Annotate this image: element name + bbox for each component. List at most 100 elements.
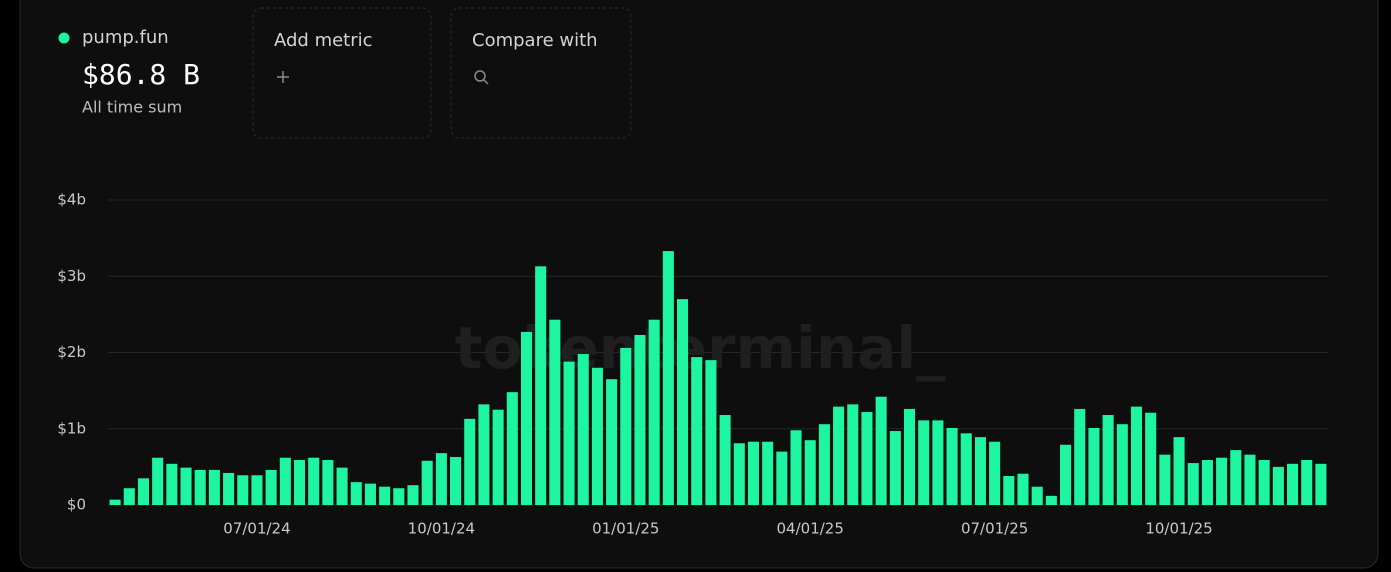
bar xyxy=(918,420,930,505)
x-tick-label: 10/01/24 xyxy=(408,520,475,538)
bar xyxy=(1116,424,1128,505)
bar xyxy=(591,367,603,505)
bar xyxy=(804,440,816,505)
bar xyxy=(705,360,717,505)
bar xyxy=(506,392,518,505)
bar xyxy=(974,437,986,505)
bar xyxy=(322,460,334,505)
bar xyxy=(606,379,618,505)
bar xyxy=(279,457,291,505)
bar xyxy=(492,409,504,505)
y-tick-label: $4b xyxy=(57,191,86,209)
add-metric-label[interactable]: Add metric xyxy=(274,30,373,51)
bar xyxy=(733,443,745,505)
bar xyxy=(1258,460,1270,505)
bar xyxy=(1315,463,1327,505)
bar xyxy=(520,331,533,505)
bar xyxy=(847,404,859,505)
bar xyxy=(308,457,320,505)
bar xyxy=(1031,486,1043,505)
bar xyxy=(450,456,462,505)
bar xyxy=(1244,454,1256,505)
bar xyxy=(620,347,632,505)
bar xyxy=(946,427,958,505)
summary-caption: All time sum xyxy=(82,98,182,117)
bar xyxy=(563,361,575,505)
bar xyxy=(691,357,703,505)
bar xyxy=(1216,457,1228,505)
bar xyxy=(435,453,447,505)
bar xyxy=(1159,454,1171,505)
bar xyxy=(889,431,901,505)
plus-icon xyxy=(277,71,289,83)
bar xyxy=(1003,476,1015,505)
bar xyxy=(364,483,376,505)
bar xyxy=(1173,437,1185,505)
bar xyxy=(223,472,235,505)
bar xyxy=(648,319,660,505)
bar xyxy=(903,408,916,505)
bar xyxy=(478,404,490,505)
bar xyxy=(1045,495,1057,505)
bar xyxy=(208,469,220,505)
card xyxy=(19,0,1379,569)
bar xyxy=(1301,460,1313,505)
bar xyxy=(861,411,873,505)
bar xyxy=(265,469,277,505)
bar xyxy=(776,451,788,505)
bar xyxy=(123,488,135,505)
bar xyxy=(464,418,476,505)
compare-box[interactable] xyxy=(450,7,632,139)
x-tick-label: 04/01/25 xyxy=(777,520,844,538)
bar xyxy=(762,441,774,505)
bar xyxy=(833,406,845,505)
bar xyxy=(662,251,674,505)
x-tick-label: 01/01/25 xyxy=(592,520,659,538)
bar xyxy=(875,396,887,505)
bar xyxy=(634,334,646,505)
bar xyxy=(421,460,433,505)
bar xyxy=(1145,412,1157,505)
y-tick-label: $1b xyxy=(57,419,86,437)
bar xyxy=(577,354,589,505)
bar xyxy=(719,415,731,505)
bar xyxy=(1187,463,1199,505)
bar xyxy=(960,433,972,505)
bar xyxy=(194,469,206,505)
legend-dot xyxy=(58,32,70,44)
bar xyxy=(350,482,362,505)
summary-value: $86.8 B xyxy=(82,58,200,91)
bar xyxy=(1287,463,1299,505)
bar xyxy=(180,467,192,505)
compare-label[interactable]: Compare with xyxy=(472,30,598,51)
bar xyxy=(1074,408,1086,505)
y-tick-label: $3b xyxy=(57,267,86,285)
bar xyxy=(747,441,759,505)
legend-label: pump.fun xyxy=(82,27,169,48)
bar xyxy=(166,463,178,505)
bar xyxy=(818,424,830,505)
bar xyxy=(336,467,348,505)
bar xyxy=(1272,466,1284,505)
y-tick-label: $2b xyxy=(57,343,86,361)
bar xyxy=(393,488,405,505)
add-metric-box[interactable] xyxy=(252,7,432,139)
x-tick-label: 07/01/25 xyxy=(961,520,1028,538)
y-tick-label: $0 xyxy=(67,496,86,514)
bar xyxy=(237,475,249,505)
x-tick-label: 10/01/25 xyxy=(1145,520,1212,538)
bar xyxy=(932,420,944,505)
bar xyxy=(1088,427,1100,505)
bar xyxy=(1130,406,1143,505)
bar xyxy=(379,486,391,505)
bar xyxy=(137,478,149,505)
bar xyxy=(549,319,561,505)
bar xyxy=(251,475,263,505)
bar xyxy=(293,460,306,505)
bar xyxy=(109,499,121,505)
bar xyxy=(1017,473,1029,505)
bar xyxy=(152,457,164,505)
x-tick-label: 07/01/24 xyxy=(223,520,290,538)
